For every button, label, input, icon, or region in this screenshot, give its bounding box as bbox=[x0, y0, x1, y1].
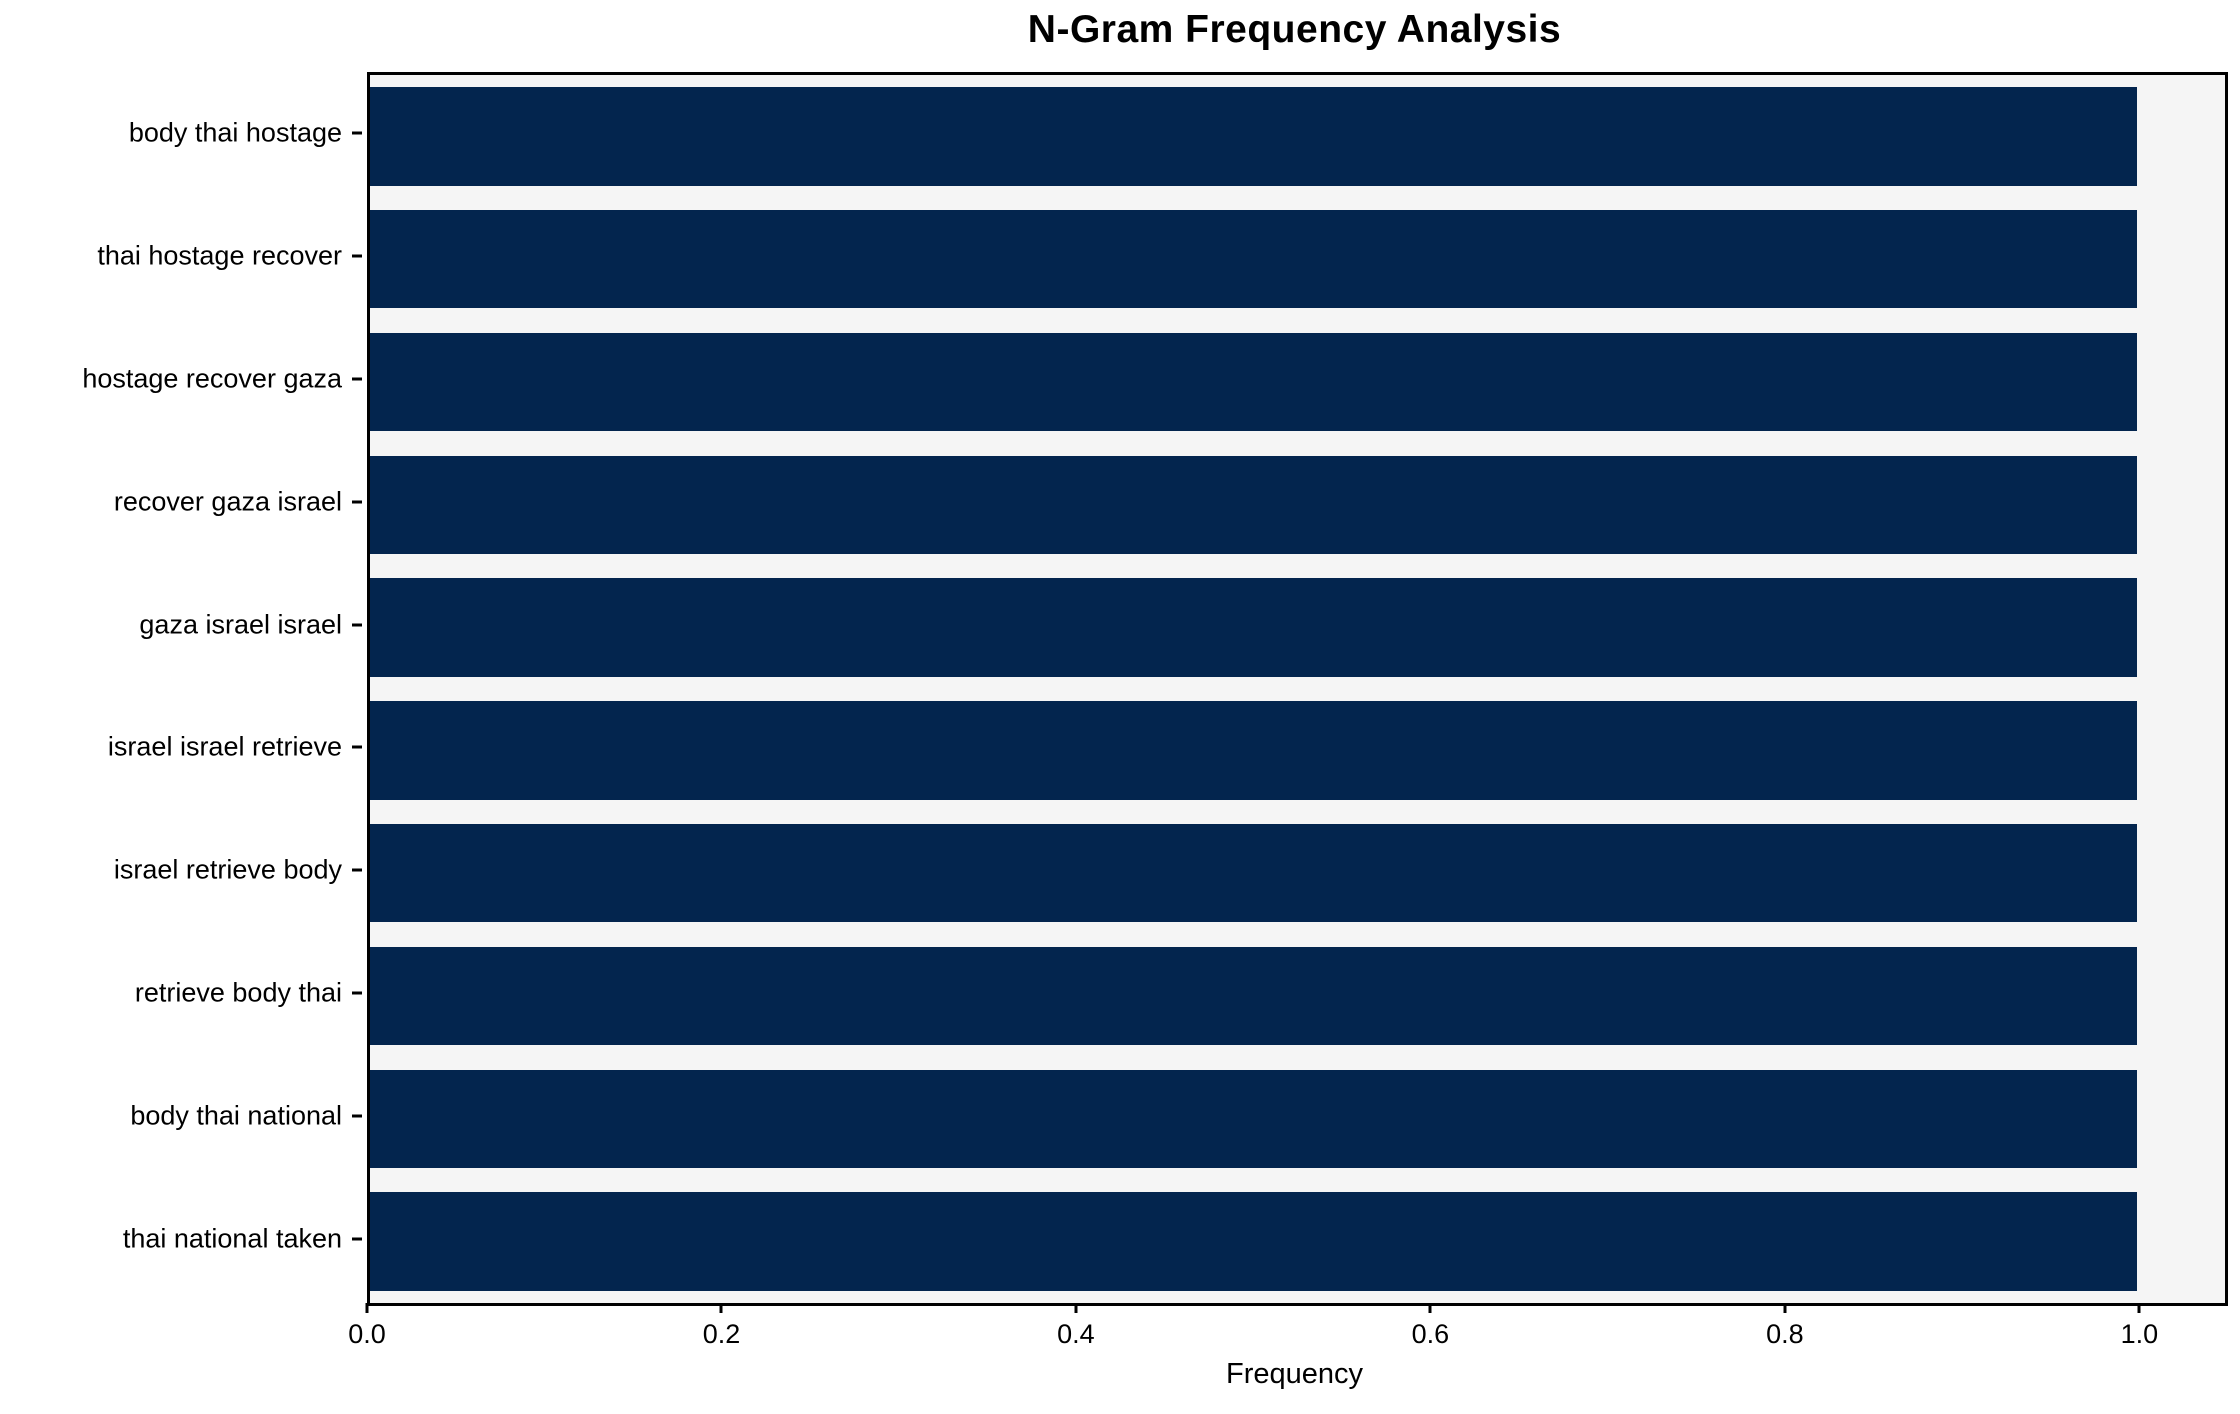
x-tick-label: 0.0 bbox=[348, 1319, 386, 1349]
y-tick-label: gaza israel israel bbox=[139, 609, 342, 640]
y-tick-mark bbox=[352, 377, 362, 381]
x-tick-label: 0.4 bbox=[1057, 1319, 1095, 1349]
x-tick-mark bbox=[365, 1303, 369, 1313]
y-axis: body thai hostage thai hostage recover hos… bbox=[0, 72, 364, 1300]
x-tick-label: 0.2 bbox=[702, 1319, 741, 1349]
y-tick-mark bbox=[352, 623, 362, 627]
x-axis-label: Frequency bbox=[1225, 1358, 1363, 1390]
x-tick-label: 0.6 bbox=[1411, 1319, 1450, 1349]
y-tick-mark bbox=[352, 745, 362, 749]
bar bbox=[370, 1192, 2137, 1291]
x-tick-label: 1.0 bbox=[2120, 1319, 2159, 1349]
y-tick-label: recover gaza israel bbox=[113, 486, 342, 517]
y-tick-label: thai national taken bbox=[122, 1223, 342, 1254]
bar bbox=[370, 578, 2137, 677]
bar bbox=[370, 824, 2137, 923]
y-tick-label: retrieve body thai bbox=[134, 977, 342, 1008]
y-tick-label: thai hostage recover bbox=[97, 240, 342, 271]
bar bbox=[370, 332, 2137, 432]
y-tick-mark bbox=[352, 1114, 362, 1118]
y-tick-mark bbox=[352, 131, 362, 135]
x-tick-mark bbox=[1428, 1303, 1432, 1313]
chart-title: N-Gram Frequency Analysis bbox=[1027, 8, 1562, 51]
y-tick-mark bbox=[352, 254, 362, 258]
bar bbox=[370, 455, 2137, 554]
y-tick-label: body thai national bbox=[130, 1100, 342, 1131]
bar bbox=[370, 946, 2137, 1046]
y-tick-mark bbox=[352, 868, 362, 872]
y-tick-mark bbox=[352, 500, 362, 504]
y-tick-label: body thai hostage bbox=[128, 117, 342, 148]
x-tick-label: 0.8 bbox=[1766, 1319, 1804, 1349]
x-tick-mark bbox=[2137, 1303, 2141, 1313]
plot-area bbox=[367, 72, 2228, 1306]
y-tick-label: hostage recover gaza bbox=[82, 363, 342, 394]
y-tick-mark bbox=[352, 1237, 362, 1241]
x-tick-mark bbox=[1074, 1303, 1078, 1313]
y-tick-mark bbox=[352, 991, 362, 995]
bar bbox=[370, 1069, 2137, 1168]
y-tick-label: israel israel retrieve bbox=[107, 731, 342, 762]
x-tick-mark bbox=[719, 1303, 723, 1313]
y-tick-label: israel retrieve body bbox=[113, 854, 342, 885]
x-tick-mark bbox=[1783, 1303, 1787, 1313]
x-axis: 0.0 0.2 0.4 0.6 0.8 1.0 bbox=[348, 1303, 2228, 1383]
bar bbox=[370, 701, 2137, 800]
bar bbox=[370, 210, 2137, 309]
bar bbox=[370, 87, 2137, 186]
